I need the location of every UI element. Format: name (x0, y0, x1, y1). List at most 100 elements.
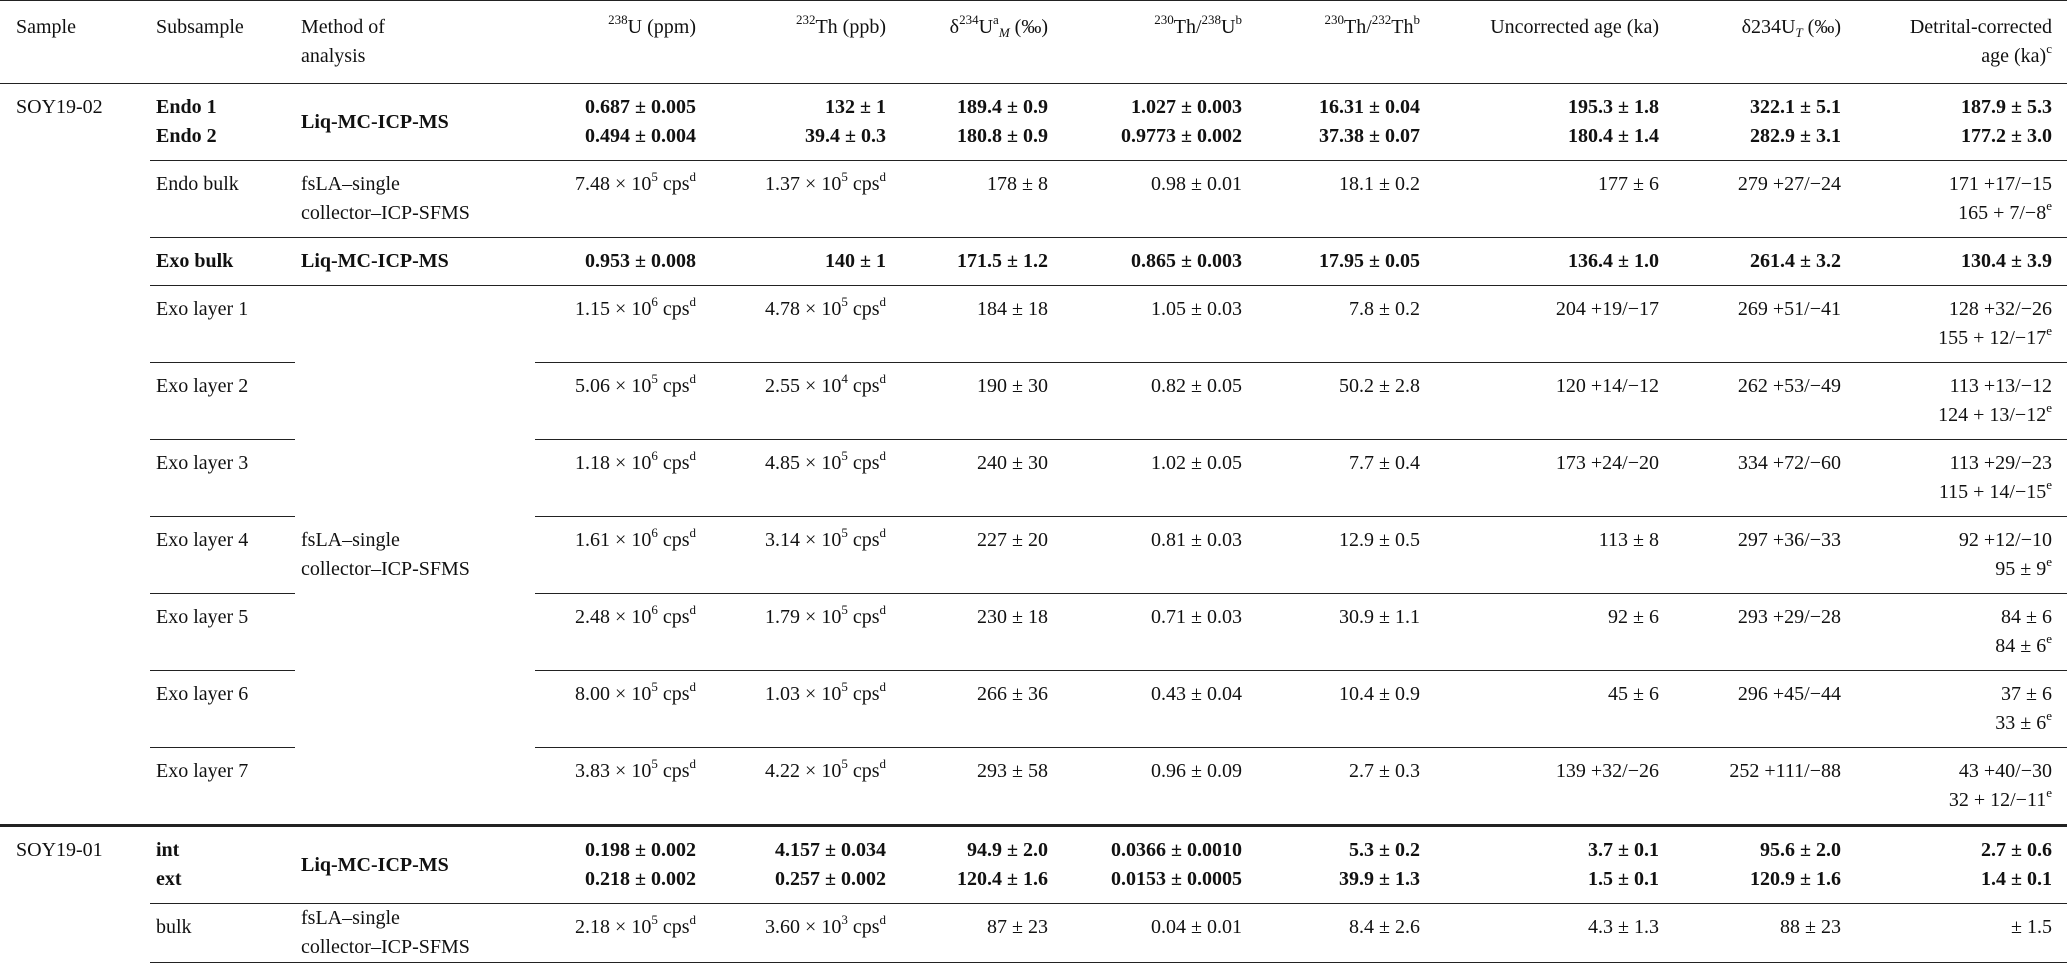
superscript: b (1413, 12, 1421, 27)
cell-line: 132 ± 1 (825, 96, 886, 118)
cell-line: 3.14 × 105 cpsd (706, 526, 886, 555)
cell-line: 120 +14/−12 (1555, 375, 1659, 397)
text-run: (‰) (1009, 16, 1048, 38)
table-row: ext 0.218 ± 0.002 0.257 ± 0.002 120.4 ± 1.6… (0, 865, 2067, 904)
cell-line: 95 ± 9e (1851, 555, 2052, 584)
text-run: cps (657, 606, 690, 628)
cell-line: 171.5 ± 1.2 (957, 250, 1048, 272)
cell-line: 230 ± 18 (977, 606, 1048, 628)
cell-line: 4.157 ± 0.034 (775, 839, 886, 861)
text-run: 2.48 × 10 (575, 606, 652, 628)
cell-line: Method of (301, 16, 385, 38)
value-cell: 0.865 ± 0.003 (1052, 237, 1246, 286)
cell-line: 2.18 × 105 cpsd (541, 913, 696, 942)
subsample-cell: Exo layer 5 (150, 593, 295, 671)
cell-line: ext (156, 868, 182, 890)
value-cell: 1.5 ± 0.1 (1424, 865, 1663, 904)
cell-line: fsLA–single (301, 907, 400, 929)
cell-line: 178 ± 8 (987, 173, 1048, 195)
superscript: 5 (841, 756, 848, 771)
value-cell: 130.4 ± 3.9 (1845, 237, 2067, 286)
table-row: Exo bulk Liq-MC-ICP-MS 0.953 ± 0.008 140 ± … (0, 237, 2067, 286)
cell-line: 4.78 × 105 cpsd (706, 295, 886, 324)
value-cell: 7.8 ± 0.2 (1246, 285, 1424, 363)
table-row: Exo layer 3 1.18 × 106 cpsd 4.85 × 105 cps… (0, 439, 2067, 517)
cell-line: 261.4 ± 3.2 (1750, 250, 1841, 272)
value-cell: 1.18 × 106 cpsd (535, 439, 700, 517)
text-run: Th (1391, 16, 1414, 38)
superscript: 5 (841, 169, 848, 184)
cell-line: 7.8 ± 0.2 (1349, 298, 1420, 320)
value-cell: 0.82 ± 0.05 (1052, 362, 1246, 440)
value-cell: 296 +45/−44 (1663, 670, 1845, 748)
table-header: Sample Subsample Method of analysis 238U (pp… (0, 0, 2067, 84)
cell-line: 30.9 ± 1.1 (1339, 606, 1420, 628)
value-cell: 0.04 ± 0.01 (1052, 903, 1246, 963)
value-cell: 4.3 ± 1.3 (1424, 903, 1663, 963)
value-cell: 39.4 ± 0.3 (700, 122, 890, 161)
table-row: Exo layer 1 fsLA–single collector–ICP-SFMS… (0, 285, 2067, 826)
cell-line: 269 +51/−41 (1737, 298, 1841, 320)
cell-line: 37 ± 6 (2001, 683, 2052, 705)
cell-line: 296 +45/−44 (1737, 683, 1841, 705)
cell-line: 3.83 × 105 cpsd (541, 757, 696, 786)
text-run: U (978, 16, 994, 38)
cell-line: 0.43 ± 0.04 (1151, 683, 1242, 705)
superscript: d (689, 448, 697, 463)
cell-line: 204 +19/−17 (1555, 298, 1659, 320)
cell-line: Subsample (156, 16, 244, 38)
cell-line: 84 ± 6e (1851, 632, 2052, 661)
value-cell: 297 +36/−33 (1663, 516, 1845, 594)
cell-line: Exo layer 7 (156, 760, 249, 782)
superscript: e (2046, 400, 2052, 415)
cell-line: 155 + 12/−17e (1851, 324, 2052, 353)
value-cell: 171.5 ± 1.2 (890, 237, 1052, 286)
text-run: cps (657, 760, 690, 782)
table-row: Exo layer 5 2.48 × 106 cpsd 1.79 × 105 cps… (0, 593, 2067, 671)
superscript: a (993, 12, 999, 27)
table-row: Exo layer 2 5.06 × 105 cpsd 2.55 × 104 cps… (0, 362, 2067, 440)
text-run: Th/ (1344, 16, 1372, 38)
value-cell: 43 +40/−30 32 + 12/−11e (1845, 747, 2067, 826)
superscript: 6 (651, 525, 658, 540)
superscript: d (879, 679, 887, 694)
cell-line: 136.4 ± 1.0 (1568, 250, 1659, 272)
value-cell: 4.85 × 105 cpsd (700, 439, 890, 517)
value-cell: 0.198 ± 0.002 (535, 824, 700, 865)
cell-line: δ234UaM (‰) (896, 13, 1048, 42)
value-cell: 262 +53/−49 (1663, 362, 1845, 440)
table-row: Exo layer 4 1.61 × 106 cpsd 3.14 × 105 cps… (0, 516, 2067, 594)
value-cell: 92 +12/−10 95 ± 9e (1845, 516, 2067, 594)
sample-cell: SOY19-02 (0, 83, 150, 826)
value-cell: 0.98 ± 0.01 (1052, 160, 1246, 238)
cell-line: 1.15 × 106 cpsd (541, 295, 696, 324)
value-cell: 87 ± 23 (890, 903, 1052, 963)
cell-line: 8.4 ± 2.6 (1349, 916, 1420, 938)
text-run: 1.15 × 10 (575, 298, 652, 320)
superscript: 238 (1201, 12, 1222, 27)
cell-line: 18.1 ± 0.2 (1339, 173, 1420, 195)
cell-line: 0.82 ± 0.05 (1151, 375, 1242, 397)
superscript: d (689, 756, 697, 771)
value-cell: 293 ± 58 (890, 747, 1052, 826)
cell-line: Sample (16, 16, 76, 38)
table-row: Exo layer 7 3.83 × 105 cpsd 4.22 × 105 cps… (0, 747, 2067, 826)
value-cell: 113 ± 8 (1424, 516, 1663, 594)
text-run: 1.37 × 10 (765, 173, 842, 195)
cell-line: 0.04 ± 0.01 (1151, 916, 1242, 938)
cell-line: 10.4 ± 0.9 (1339, 683, 1420, 705)
cell-line: analysis (301, 45, 366, 67)
cell-line: 87 ± 23 (987, 916, 1048, 938)
cell-line: 5.06 × 105 cpsd (541, 372, 696, 401)
cell-line: 130.4 ± 3.9 (1961, 250, 2052, 272)
value-cell: 37 ± 6 33 ± 6e (1845, 670, 2067, 748)
cell-line: 187.9 ± 5.3 (1961, 96, 2052, 118)
cell-line: 139 +32/−26 (1555, 760, 1659, 782)
value-cell: 7.7 ± 0.4 (1246, 439, 1424, 517)
superscript: 5 (841, 602, 848, 617)
text-run: 7.48 × 10 (575, 173, 652, 195)
cell-line: 334 +72/−60 (1737, 452, 1841, 474)
cell-line: 252 +111/−88 (1729, 760, 1841, 782)
superscript: d (879, 294, 887, 309)
value-cell: 2.18 × 105 cpsd (535, 903, 700, 963)
